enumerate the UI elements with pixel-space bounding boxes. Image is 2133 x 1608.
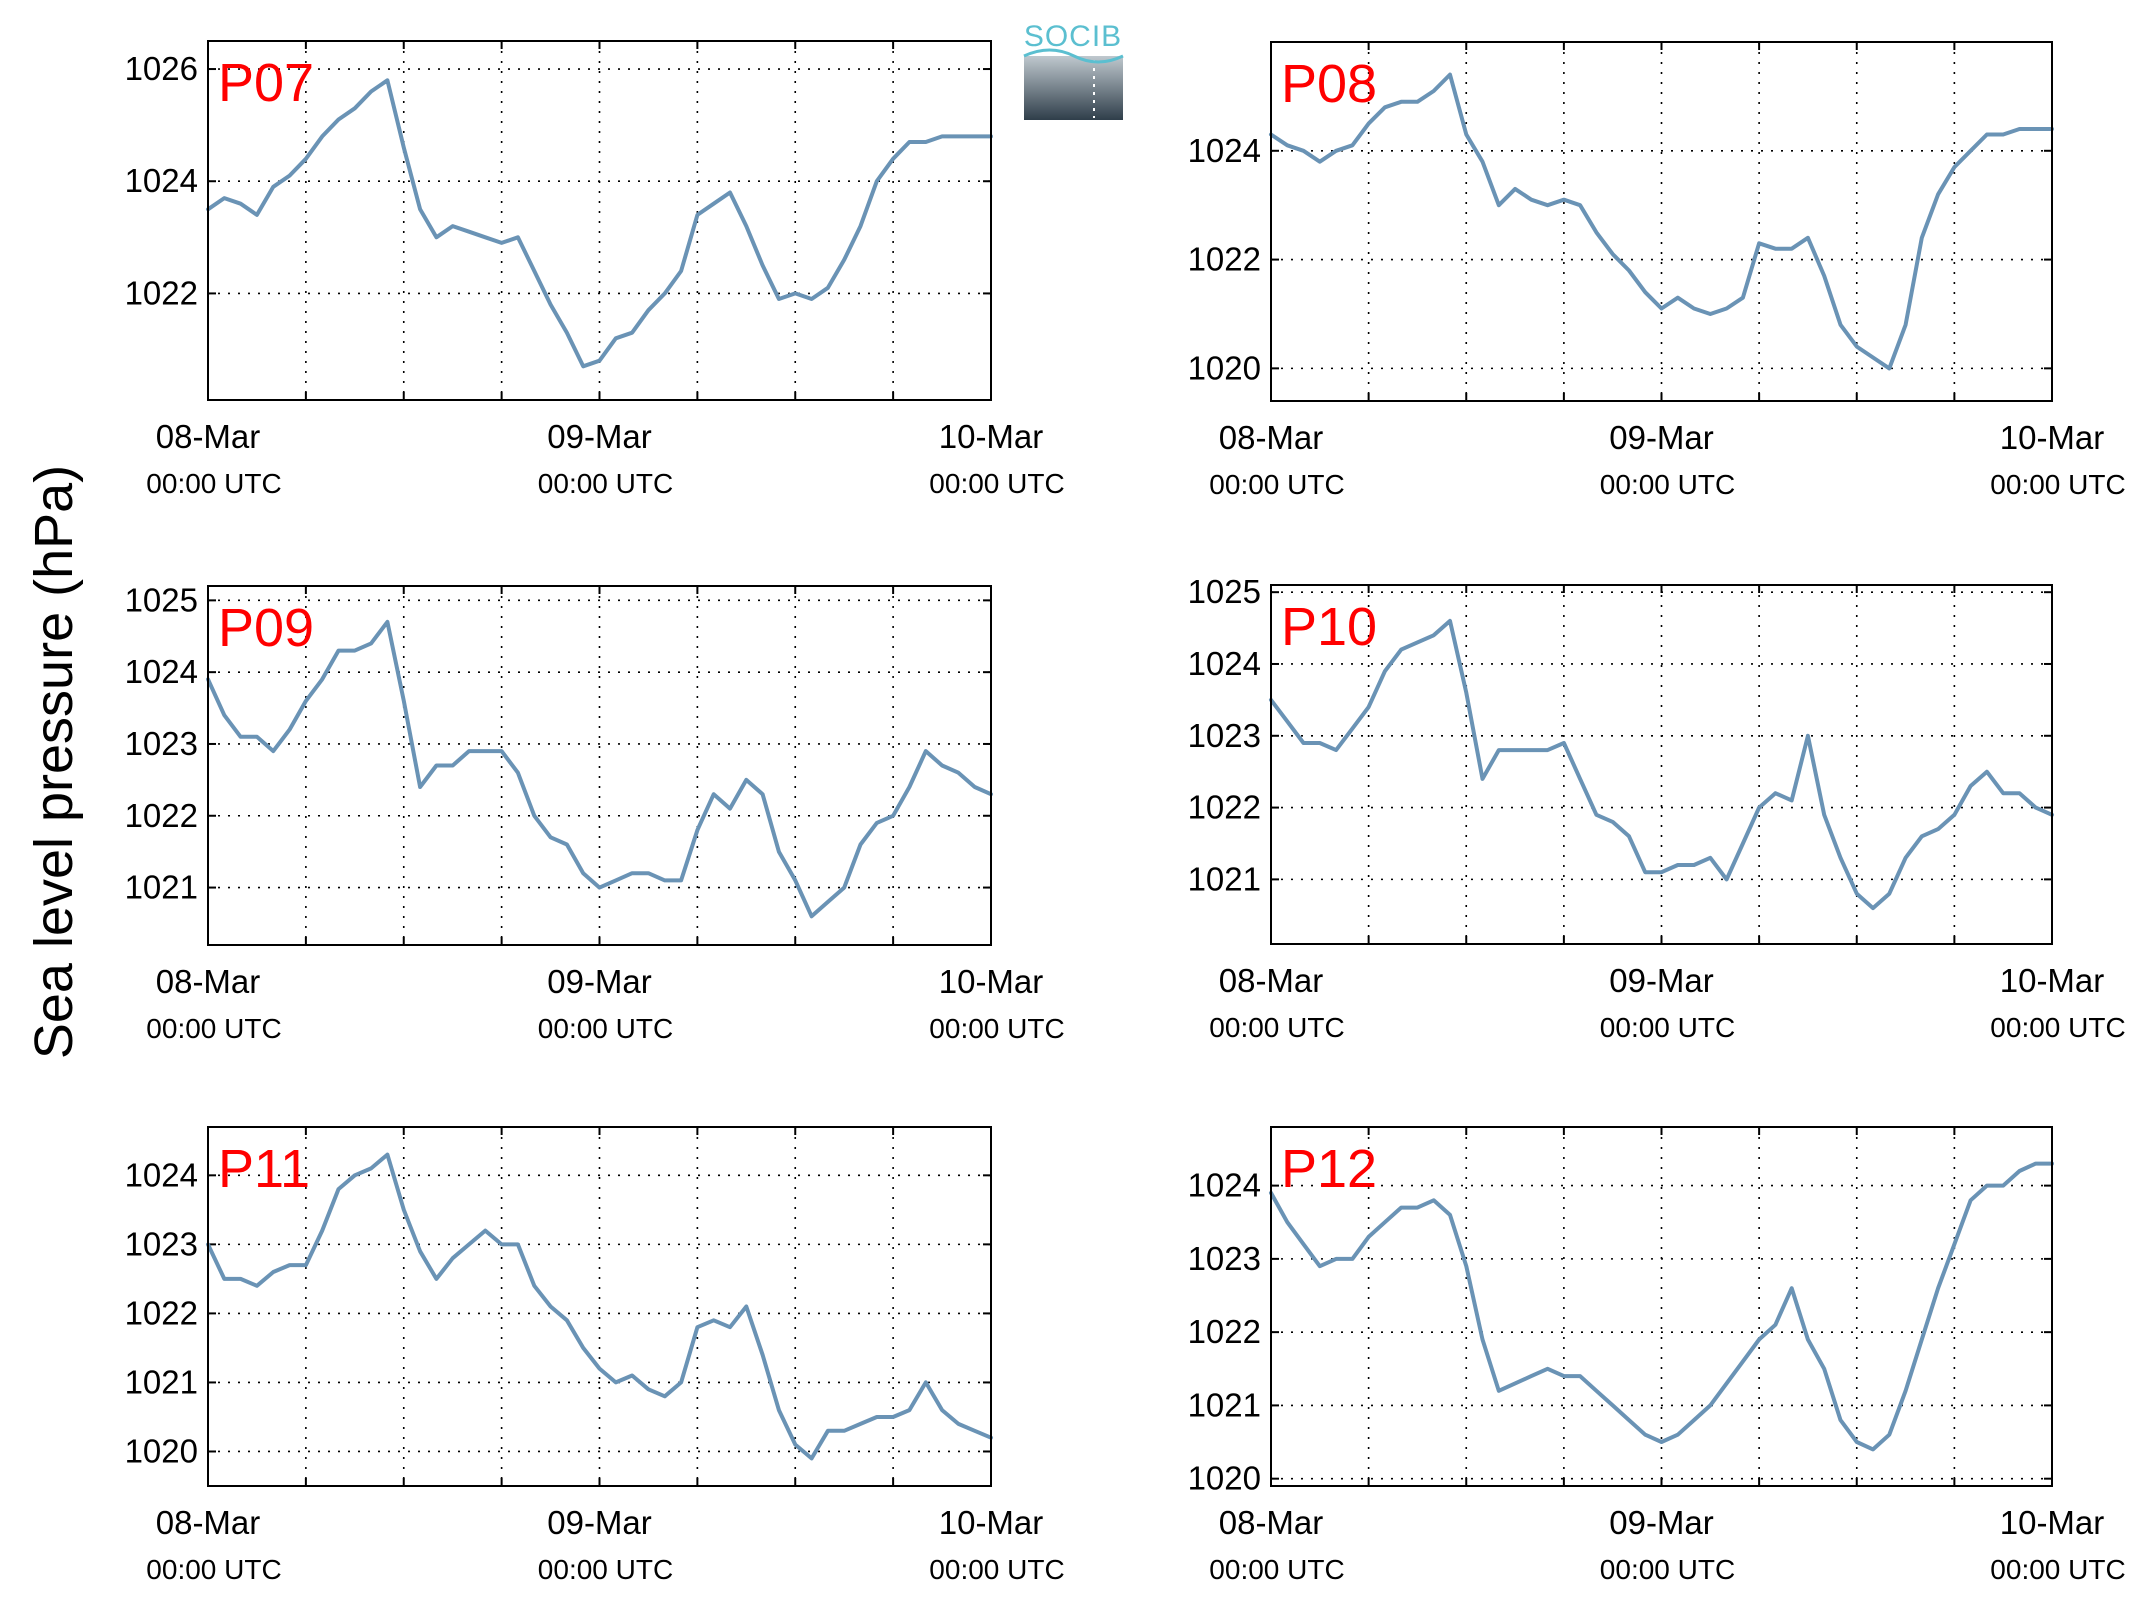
panel-label: P07 xyxy=(218,53,314,113)
x-tick-label-time: 00:00 UTC xyxy=(929,468,1064,499)
y-tick-label: 1024 xyxy=(1188,132,1261,169)
x-tick-label-time: 00:00 UTC xyxy=(1990,469,2125,500)
panel-p08: 1020 1022 1024 08-Mar 00:00 UTC 09-Mar 00:00 U… xyxy=(1188,41,2126,500)
panel-p07: 1022 1024 1026 08-Mar 00:00 UTC 09-Mar 00:00 U… xyxy=(125,40,1065,499)
y-tick-label: 1021 xyxy=(1188,1386,1261,1423)
panel-label: P11 xyxy=(218,1139,310,1199)
x-tick-label-date: 09-Mar xyxy=(1609,1504,1714,1541)
x-tick-label-time: 00:00 UTC xyxy=(1600,1554,1735,1585)
x-tick-label-date: 10-Mar xyxy=(2000,962,2105,999)
x-tick-label-time: 00:00 UTC xyxy=(146,1013,281,1044)
y-tick-label: 1020 xyxy=(1188,1460,1261,1497)
x-tick-label-time: 00:00 UTC xyxy=(1990,1554,2125,1585)
series-line-p09 xyxy=(206,619,993,919)
x-tick-label-time: 00:00 UTC xyxy=(1209,1554,1344,1585)
x-tick-label-time: 00:00 UTC xyxy=(146,1554,281,1585)
x-tick-label-date: 09-Mar xyxy=(547,1504,652,1541)
x-tick-label-date: 09-Mar xyxy=(1609,962,1714,999)
x-tick-label-date: 09-Mar xyxy=(547,418,652,455)
x-tick-label-date: 10-Mar xyxy=(2000,419,2105,456)
y-tick-label: 1022 xyxy=(125,1294,198,1331)
x-tick-label-time: 00:00 UTC xyxy=(929,1554,1064,1585)
panel-label: P09 xyxy=(218,598,314,658)
y-tick-label: 1021 xyxy=(125,1363,198,1400)
series-line-p11 xyxy=(206,1152,993,1461)
series-line-p08 xyxy=(1269,72,2054,371)
panel-p12: 1020 1021 1022 1023 1024 08-Mar 00:00 UTC 09-Ma… xyxy=(1188,1126,2126,1585)
x-tick-label-date: 09-Mar xyxy=(1609,419,1714,456)
y-tick-label: 1026 xyxy=(125,50,198,87)
axes-frame xyxy=(207,585,992,946)
x-tick-label-date: 08-Mar xyxy=(1219,419,1324,456)
x-tick-label-date: 10-Mar xyxy=(939,418,1044,455)
x-tick-label-time: 00:00 UTC xyxy=(146,468,281,499)
panels: 1022 1024 1026 08-Mar 00:00 UTC 09-Mar 00:00 U… xyxy=(125,40,2126,1585)
series-line-p10 xyxy=(1269,618,2054,911)
panel-p10: 1021 1022 1023 1024 1025 08-Mar 00:00 UTC 09-Ma… xyxy=(1188,573,2126,1043)
axes-frame xyxy=(1270,584,2053,945)
panel-label: P10 xyxy=(1281,597,1377,657)
panel-p09: 1021 1022 1023 1024 1025 08-Mar 00:00 UTC 09-Ma… xyxy=(125,581,1065,1044)
y-tick-label: 1023 xyxy=(125,1225,198,1262)
y-tick-label: 1022 xyxy=(1188,789,1261,826)
x-tick-label-date: 08-Mar xyxy=(1219,962,1324,999)
x-tick-label-date: 10-Mar xyxy=(939,963,1044,1000)
x-tick-label-date: 08-Mar xyxy=(1219,1504,1324,1541)
y-axis-label: Sea level pressure (hPa) xyxy=(24,465,84,1059)
y-tick-label: 1023 xyxy=(125,725,198,762)
y-tick-label: 1020 xyxy=(125,1432,198,1469)
y-tick-label: 1020 xyxy=(1188,349,1261,386)
panel-p11: 1020 1021 1022 1023 1024 08-Mar 00:00 UTC 09-Ma… xyxy=(125,1126,1065,1585)
socib-logo-wave xyxy=(1023,48,1124,64)
axes-frame xyxy=(207,40,992,401)
x-tick-label-time: 00:00 UTC xyxy=(1600,1012,1735,1043)
x-tick-label-time: 00:00 UTC xyxy=(538,1554,673,1585)
x-tick-label-time: 00:00 UTC xyxy=(1990,1012,2125,1043)
y-tick-label: 1024 xyxy=(1188,1167,1261,1204)
x-tick-label-time: 00:00 UTC xyxy=(929,1013,1064,1044)
y-tick-label: 1025 xyxy=(125,581,198,618)
axes-frame xyxy=(1270,41,2053,402)
y-tick-label: 1022 xyxy=(1188,241,1261,278)
socib-logo-text: SOCIB xyxy=(1024,20,1122,53)
y-tick-label: 1023 xyxy=(1188,1240,1261,1277)
axes-frame xyxy=(1270,1126,2053,1487)
x-tick-label-time: 00:00 UTC xyxy=(1600,469,1735,500)
x-tick-label-date: 09-Mar xyxy=(547,963,652,1000)
y-tick-label: 1024 xyxy=(125,162,198,199)
y-tick-label: 1024 xyxy=(125,653,198,690)
panel-label: P08 xyxy=(1281,54,1377,114)
y-tick-label: 1022 xyxy=(1188,1313,1261,1350)
series-line-p07 xyxy=(206,78,993,369)
socib-logo: SOCIB xyxy=(1023,20,1124,120)
x-tick-label-date: 08-Mar xyxy=(156,418,261,455)
y-tick-label: 1022 xyxy=(125,797,198,834)
y-tick-label: 1022 xyxy=(125,274,198,311)
y-tick-label: 1025 xyxy=(1188,573,1261,610)
y-tick-label: 1024 xyxy=(125,1156,198,1193)
series-line-p12 xyxy=(1269,1161,2054,1452)
socib-logo-block xyxy=(1024,56,1123,120)
x-tick-label-date: 10-Mar xyxy=(939,1504,1044,1541)
axes-frame xyxy=(207,1126,992,1487)
y-tick-label: 1023 xyxy=(1188,717,1261,754)
x-tick-label-date: 10-Mar xyxy=(2000,1504,2105,1541)
x-tick-label-time: 00:00 UTC xyxy=(1209,469,1344,500)
y-tick-label: 1024 xyxy=(1188,645,1261,682)
y-tick-label: 1021 xyxy=(1188,860,1261,897)
x-tick-label-time: 00:00 UTC xyxy=(538,468,673,499)
x-tick-label-date: 08-Mar xyxy=(156,1504,261,1541)
panel-label: P12 xyxy=(1281,1139,1377,1199)
y-tick-label: 1021 xyxy=(125,869,198,906)
x-tick-label-time: 00:00 UTC xyxy=(538,1013,673,1044)
x-tick-label-date: 08-Mar xyxy=(156,963,261,1000)
x-tick-label-time: 00:00 UTC xyxy=(1209,1012,1344,1043)
